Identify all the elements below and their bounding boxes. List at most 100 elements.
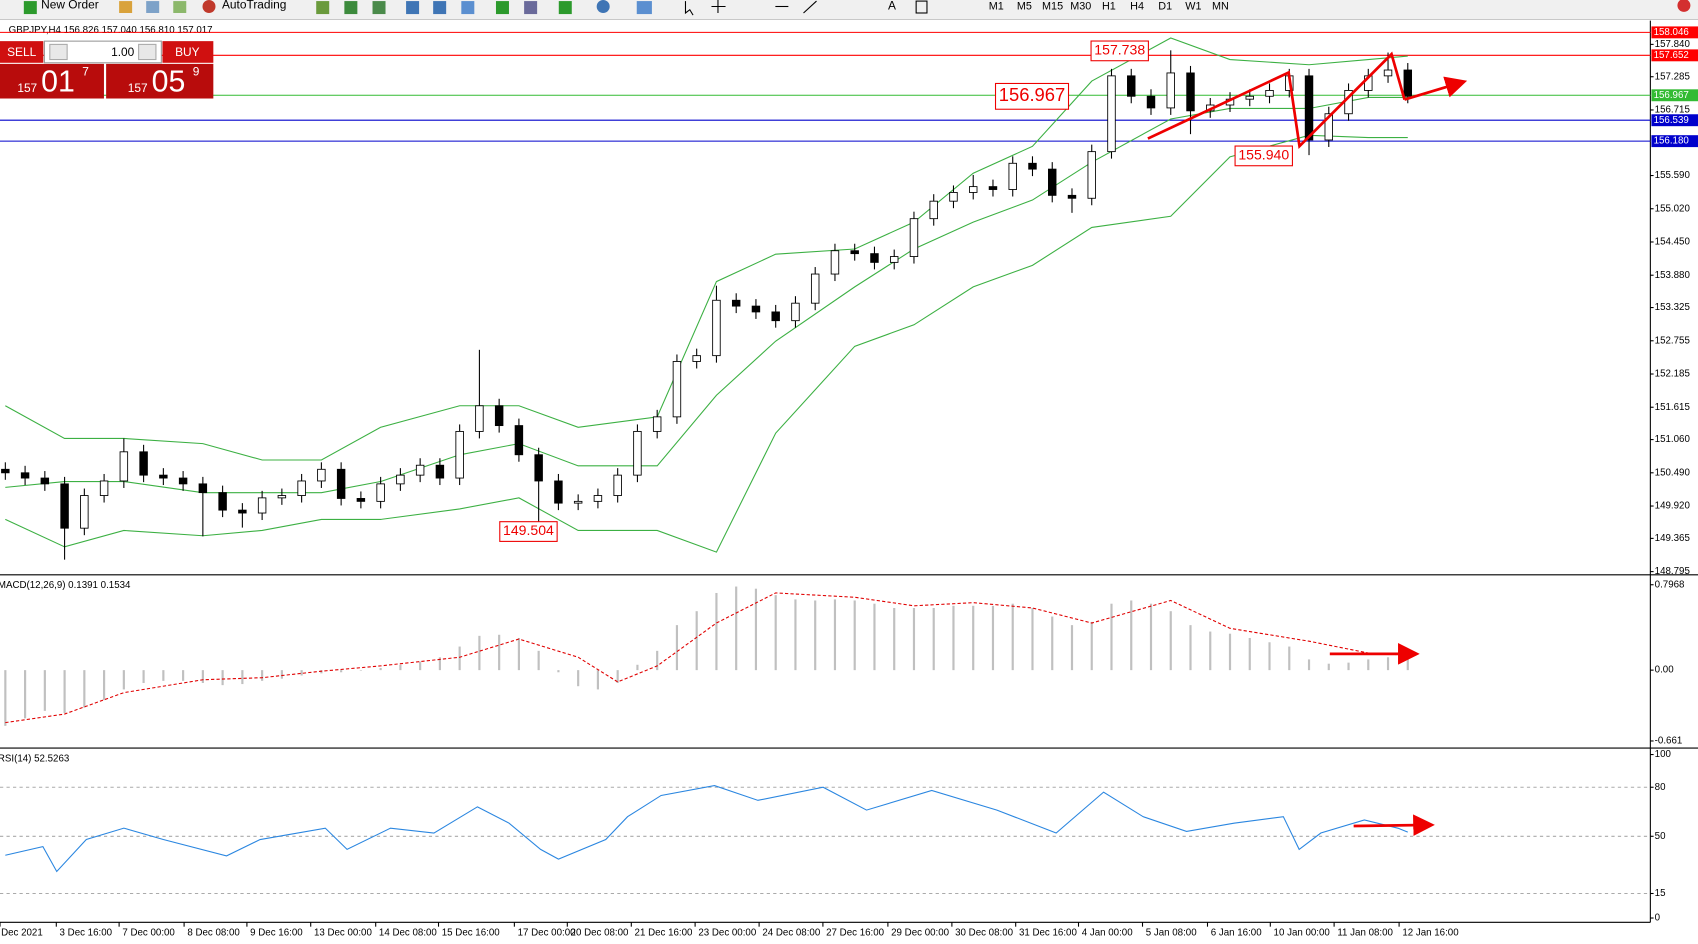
- y-tick-label: 15: [1655, 888, 1666, 899]
- toolbar-bg: [0, 0, 1698, 20]
- y-tick-label: 80: [1655, 782, 1666, 793]
- ask-box[interactable]: [106, 63, 214, 99]
- candle-body: [376, 483, 385, 502]
- candle-body: [969, 186, 978, 193]
- macd-bar: [1228, 633, 1232, 671]
- candle-body: [731, 299, 741, 307]
- candle-body: [198, 483, 208, 494]
- trend-tool[interactable]: [803, 0, 817, 14]
- macd-bar: [320, 670, 323, 674]
- macd-bar: [142, 670, 145, 683]
- candle-body: [1087, 151, 1096, 199]
- macd-bar: [873, 603, 876, 671]
- zoom-out[interactable]: [433, 1, 447, 15]
- icon[interactable]: [344, 1, 358, 15]
- crosshair[interactable]: [711, 0, 726, 13]
- macd-bar: [182, 670, 185, 681]
- macd-bar: [300, 670, 303, 676]
- macd-bar: [1031, 607, 1034, 671]
- x-tick-label: Dec 2021: [1, 928, 43, 939]
- macd-bar: [43, 670, 46, 711]
- macd-bar: [735, 586, 738, 671]
- x-tick-label: 14 Dec 08:00: [379, 928, 438, 939]
- lot-down[interactable]: [49, 43, 68, 61]
- autotrading-label[interactable]: AutoTrading: [222, 0, 286, 12]
- alert-icon[interactable]: [1677, 0, 1691, 12]
- lot-up[interactable]: [138, 43, 157, 61]
- buy-label[interactable]: BUY: [175, 45, 200, 59]
- timeframe-button[interactable]: M30: [1070, 0, 1091, 12]
- lot-value[interactable]: 1.00: [111, 45, 135, 59]
- candle-body: [830, 250, 840, 275]
- macd-bar: [1011, 603, 1014, 671]
- macd-bar: [774, 595, 777, 671]
- macd-bar: [754, 588, 758, 671]
- y-tick-label: 149.365: [1655, 533, 1690, 544]
- new-order-label[interactable]: New Order: [41, 0, 99, 12]
- label-tool[interactable]: [915, 0, 928, 14]
- sell-button[interactable]: [0, 41, 44, 63]
- candle-body: [633, 430, 642, 476]
- candle-body: [949, 192, 958, 202]
- icon[interactable]: [495, 1, 509, 15]
- icon[interactable]: [173, 1, 187, 13]
- macd-bar: [261, 670, 264, 681]
- timeframe-button[interactable]: W1: [1185, 0, 1201, 12]
- candle-body: [1146, 95, 1156, 109]
- macd-bar: [636, 664, 639, 671]
- y-tick-label: 157.840: [1655, 39, 1691, 50]
- candle-body: [534, 454, 543, 482]
- macd-bar: [577, 670, 580, 687]
- icon[interactable]: [372, 1, 386, 15]
- price-annotation: 156.967: [999, 84, 1065, 105]
- y-tick-label: 0.00: [1655, 665, 1675, 676]
- macd-bar: [972, 605, 975, 671]
- macd-bar: [557, 670, 560, 673]
- new-order-button[interactable]: New Order: [23, 0, 99, 15]
- templates[interactable]: [636, 1, 652, 15]
- macd-bar: [438, 657, 441, 671]
- autotrading-button[interactable]: AutoTrading: [202, 0, 287, 13]
- x-tick-label: 6 Jan 16:00: [1211, 928, 1262, 939]
- macd-bar: [1130, 600, 1133, 671]
- candle-body: [178, 477, 188, 485]
- candle-body: [889, 256, 899, 263]
- x-tick-label: 24 Dec 08:00: [762, 928, 821, 939]
- cursor[interactable]: [684, 1, 694, 16]
- buy-button[interactable]: [162, 41, 214, 63]
- candle-body: [297, 480, 306, 496]
- candle-body: [218, 492, 227, 511]
- icon[interactable]: [524, 1, 538, 15]
- zoom-in[interactable]: [406, 1, 420, 15]
- timeframe-button[interactable]: M15: [1042, 0, 1063, 12]
- bid-box[interactable]: [0, 63, 104, 99]
- icon[interactable]: [119, 1, 133, 13]
- x-tick-label: 21 Dec 16:00: [635, 928, 694, 939]
- macd-bar: [1090, 621, 1093, 671]
- candle-body: [139, 451, 148, 476]
- timeframe-button[interactable]: H1: [1102, 0, 1116, 12]
- lot-input[interactable]: [43, 40, 162, 64]
- icon[interactable]: [316, 1, 330, 15]
- timeframe-button[interactable]: M5: [1017, 0, 1032, 12]
- timeframe-button[interactable]: D1: [1158, 0, 1172, 12]
- x-tick-label: 31 Dec 16:00: [1019, 928, 1078, 939]
- macd-bar: [1386, 657, 1390, 671]
- timeframe-button[interactable]: M1: [989, 0, 1004, 12]
- candle-body: [929, 200, 938, 220]
- drawn-arrows: [1147, 51, 1468, 836]
- candle-body: [238, 509, 247, 514]
- tile[interactable]: [461, 1, 475, 15]
- periods[interactable]: [596, 0, 610, 13]
- indicators[interactable]: [558, 1, 572, 15]
- text-tool[interactable]: A: [888, 0, 896, 13]
- sell-label[interactable]: SELL: [7, 45, 37, 59]
- candle-body: [554, 480, 563, 504]
- candle-body: [1186, 72, 1195, 112]
- timeframe-button[interactable]: MN: [1212, 0, 1229, 12]
- timeframe-button[interactable]: H4: [1130, 0, 1144, 12]
- icon[interactable]: [146, 1, 160, 13]
- level-label: 158.046: [1654, 27, 1689, 38]
- level-label: 157.652: [1654, 50, 1689, 61]
